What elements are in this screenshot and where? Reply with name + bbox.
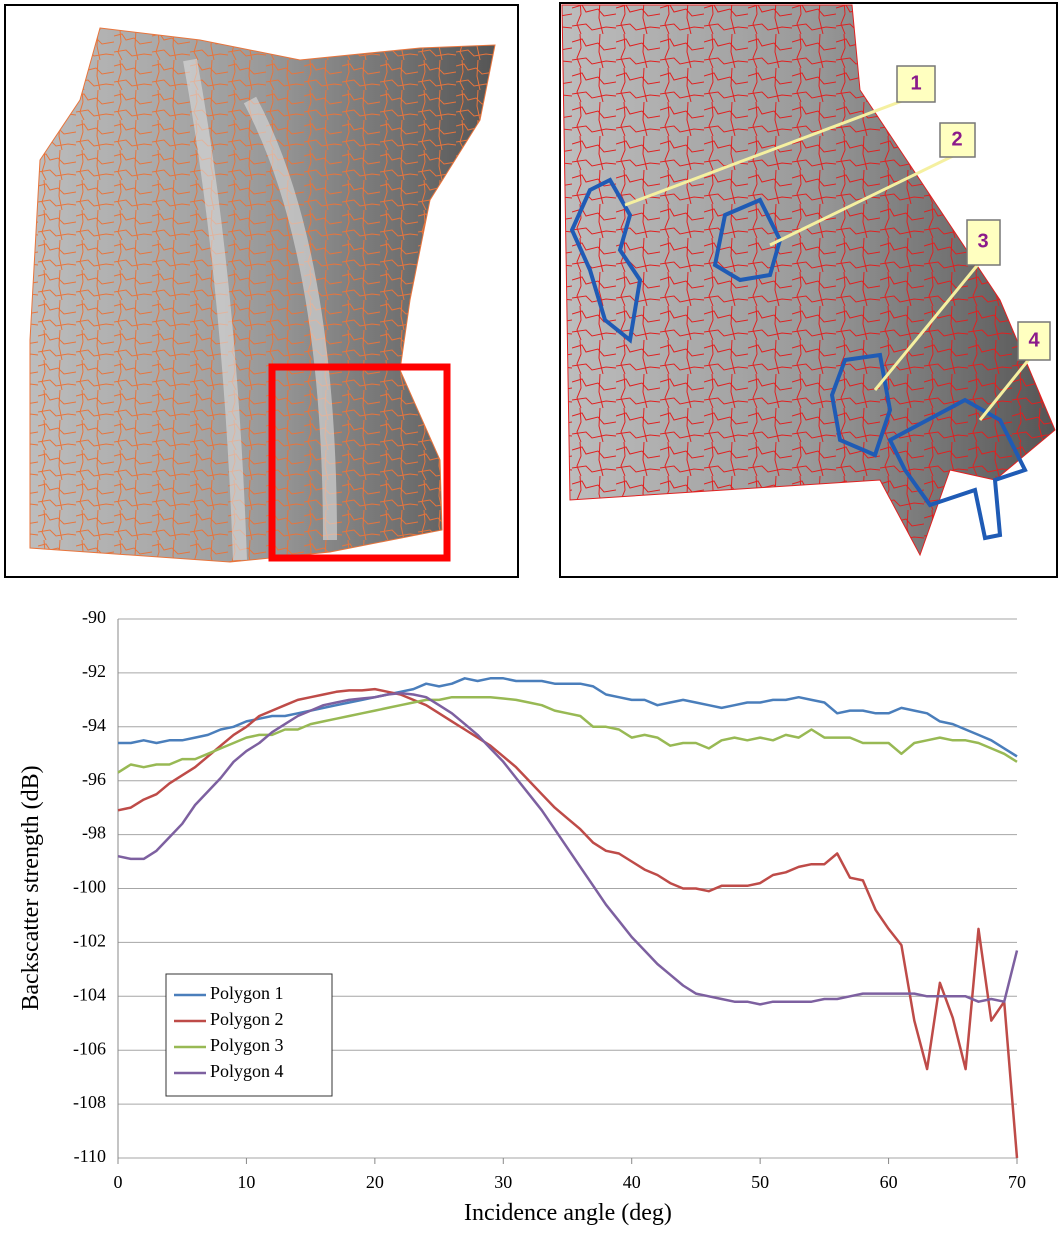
x-tick-label: 10 xyxy=(237,1172,255,1192)
x-tick-label: 70 xyxy=(1008,1172,1026,1192)
detail-map: 1 2 3 4 xyxy=(560,3,1057,577)
y-axis-title: Backscatter strength (dB) xyxy=(18,765,44,1010)
y-tick-label: -100 xyxy=(73,877,106,897)
legend-label: Polygon 2 xyxy=(210,1009,284,1029)
y-tick-label: -104 xyxy=(73,984,106,1004)
series-line xyxy=(118,678,1017,756)
y-tick-label: -96 xyxy=(82,769,106,789)
y-tick-label: -98 xyxy=(82,823,106,843)
legend-label: Polygon 4 xyxy=(210,1061,284,1081)
x-tick-label: 40 xyxy=(623,1172,641,1192)
y-tick-label: -90 xyxy=(82,607,106,627)
x-axis-title: Incidence angle (deg) xyxy=(464,1200,672,1226)
y-tick-label: -106 xyxy=(73,1038,106,1058)
y-tick-label: -110 xyxy=(74,1146,106,1166)
x-tick-label: 50 xyxy=(751,1172,769,1192)
series-line xyxy=(118,693,1017,1004)
y-tick-label: -94 xyxy=(82,715,106,735)
x-tick-label: 20 xyxy=(366,1172,384,1192)
x-tick-label: 0 xyxy=(114,1172,123,1192)
figure: 1 2 3 4 Incidence angle (deg) Backscatte… xyxy=(0,0,1058,1235)
callout-label: 3 xyxy=(977,230,988,252)
x-tick-label: 60 xyxy=(880,1172,898,1192)
line-chart: Incidence angle (deg) Backscatter streng… xyxy=(18,607,1026,1226)
overview-map xyxy=(5,5,518,577)
legend-label: Polygon 1 xyxy=(210,983,284,1003)
series-line xyxy=(118,697,1017,772)
callout-label: 1 xyxy=(910,72,921,94)
y-tick-label: -108 xyxy=(73,1092,106,1112)
legend-label: Polygon 3 xyxy=(210,1035,284,1055)
callout-label: 2 xyxy=(951,128,962,150)
y-tick-label: -92 xyxy=(82,661,106,681)
x-tick-label: 30 xyxy=(494,1172,512,1192)
y-tick-label: -102 xyxy=(73,931,106,951)
callout-label: 4 xyxy=(1028,329,1040,351)
